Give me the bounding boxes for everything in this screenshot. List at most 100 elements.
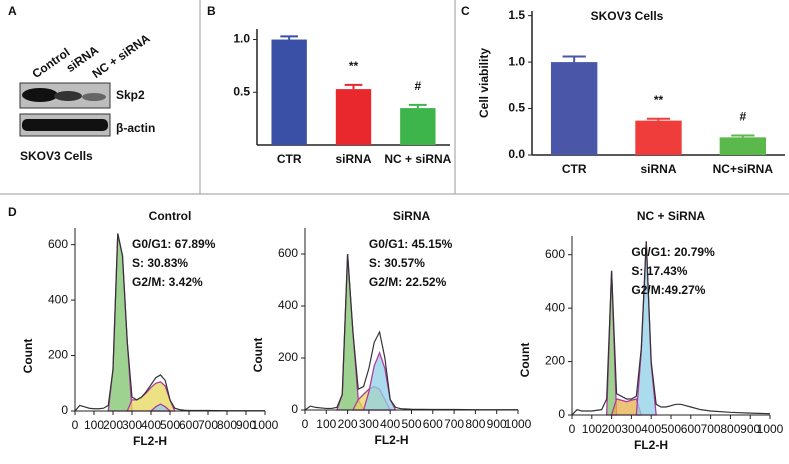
annotation: G2/M: 22.52% <box>369 275 447 289</box>
x-tick-label: 100 <box>582 422 602 436</box>
x-tick-label: 800 <box>720 422 740 436</box>
error-bar <box>646 117 671 121</box>
x-tick-label: siRNA <box>640 162 676 176</box>
y-tick-label: 0 <box>558 407 565 421</box>
x-tick-label: 1000 <box>757 422 784 436</box>
x-tick-label: 300 <box>621 422 641 436</box>
x-tick-label: siRNA <box>335 152 371 166</box>
x-tick-label: 700 <box>444 417 464 431</box>
annotation: G2/M: 3.42% <box>132 275 203 289</box>
x-tick-label: 800 <box>217 418 237 432</box>
y-tick-label: 600 <box>48 237 68 251</box>
x-tick-label: CTR <box>562 162 587 176</box>
phase-area <box>336 253 365 411</box>
x-tick-label: 900 <box>236 418 256 432</box>
y-tick-label: 0 <box>291 402 298 416</box>
x-tick-label: 200 <box>602 422 622 436</box>
y-axis-label: Count <box>21 339 35 374</box>
x-tick-label: 400 <box>380 417 400 431</box>
y-tick-label: 200 <box>545 354 565 368</box>
x-tick-label: 1000 <box>505 417 532 431</box>
y-axis-label: Count <box>518 343 532 378</box>
panel-letter: D <box>8 205 17 219</box>
band-label: Skp2 <box>116 88 145 102</box>
y-tick-label: 400 <box>545 300 565 314</box>
x-tick-label: 600 <box>681 422 701 436</box>
bar <box>335 89 372 145</box>
x-tick-label: 300 <box>359 417 379 431</box>
phase-area <box>107 233 133 412</box>
x-tick-label: 800 <box>465 417 485 431</box>
x-tick-label: 0 <box>72 418 79 432</box>
y-tick-label: 600 <box>278 246 298 260</box>
bar <box>400 108 436 145</box>
histogram-line <box>571 241 771 416</box>
chart-title: Control <box>149 209 192 223</box>
annotation: S: 30.57% <box>369 256 425 270</box>
panel-letter: C <box>461 4 470 18</box>
x-tick-label: 600 <box>423 417 443 431</box>
annotation: # <box>739 110 746 124</box>
phase-area <box>362 350 397 411</box>
x-tick-label: 400 <box>641 422 661 436</box>
annotation: S: 30.83% <box>132 256 188 270</box>
y-tick-label: 0.5 <box>233 84 250 98</box>
x-tick-label: 400 <box>141 418 161 432</box>
annotation: G0/G1: 45.15% <box>369 237 453 251</box>
y-tick-label: 200 <box>48 348 68 362</box>
annotation: S: 17.43% <box>631 264 687 278</box>
annotation: ** <box>654 93 664 107</box>
annotation: ** <box>349 59 359 73</box>
x-tick-label: 200 <box>338 417 358 431</box>
bar <box>719 137 767 155</box>
x-tick-label: 300 <box>122 418 142 432</box>
phase-area <box>126 381 176 412</box>
y-tick-label: 400 <box>278 298 298 312</box>
y-tick-label: 1.0 <box>508 54 525 68</box>
lane-label: NC + siRNA <box>90 31 153 81</box>
x-tick-label: 500 <box>160 418 180 432</box>
x-tick-label: 200 <box>103 418 123 432</box>
chart-title: SiRNA <box>393 209 431 223</box>
x-axis-label: FL2-H <box>634 438 668 452</box>
y-tick-label: 1.5 <box>508 8 525 22</box>
annotation: # <box>414 79 421 93</box>
x-tick-label: 900 <box>740 422 760 436</box>
annotation: G0/G1: 67.89% <box>132 237 216 251</box>
annotation: G0/G1: 20.79% <box>631 245 715 259</box>
x-tick-label: 100 <box>84 418 104 432</box>
blot <box>19 82 111 137</box>
x-tick-label: 1000 <box>252 418 279 432</box>
x-tick-label: 0 <box>302 417 309 431</box>
x-tick-label: 900 <box>487 417 507 431</box>
x-tick-label: NC + siRNA <box>384 152 451 166</box>
x-tick-label: 700 <box>701 422 721 436</box>
error-bar <box>408 103 427 109</box>
y-tick-label: 400 <box>48 292 68 306</box>
panel-borders <box>0 0 789 195</box>
chart-title: NC + SiRNA <box>637 209 706 223</box>
x-axis-label: FL2-H <box>375 433 409 447</box>
caption: SKOV3 Cells <box>20 149 93 163</box>
panel-letter: A <box>8 4 17 18</box>
x-tick-label: NC+siRNA <box>713 162 774 176</box>
bar <box>550 62 598 156</box>
bar <box>271 39 307 145</box>
y-tick-label: 0.5 <box>508 101 525 115</box>
x-tick-label: 0 <box>569 422 576 436</box>
y-axis-label: Cell viability <box>477 48 491 118</box>
x-tick-label: 700 <box>198 418 218 432</box>
annotation: G2/M:49.27% <box>631 283 705 297</box>
x-tick-label: 600 <box>179 418 199 432</box>
histogram-line <box>74 233 265 412</box>
x-axis-label: FL2-H <box>133 434 167 448</box>
band-label: β-actin <box>116 121 155 135</box>
chart-title: SKOV3 Cells <box>591 9 664 23</box>
y-tick-label: 0.0 <box>508 147 525 161</box>
error-bar <box>731 134 755 138</box>
y-tick-label: 1.0 <box>233 32 250 46</box>
x-tick-label: 500 <box>401 417 421 431</box>
error-bar <box>280 35 299 40</box>
bar <box>635 120 682 155</box>
